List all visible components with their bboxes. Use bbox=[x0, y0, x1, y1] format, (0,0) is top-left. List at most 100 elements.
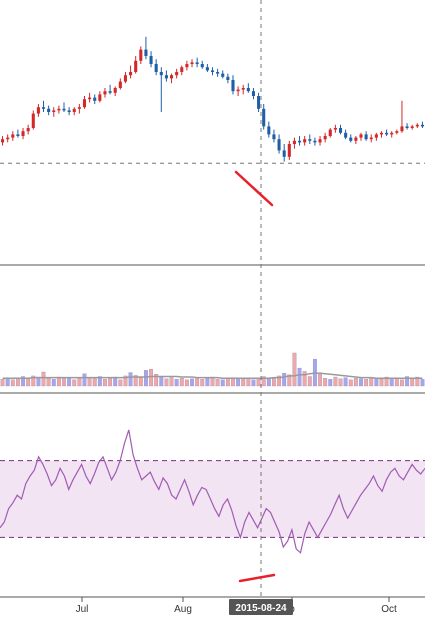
volume-bar bbox=[113, 376, 118, 387]
candle-body bbox=[267, 126, 271, 135]
volume-bar bbox=[292, 352, 297, 387]
volume-bar bbox=[405, 376, 410, 387]
volume-bar bbox=[31, 375, 36, 387]
candle-body bbox=[149, 56, 153, 64]
volume-bar bbox=[15, 378, 20, 387]
candle-body bbox=[410, 126, 414, 128]
volume-bar bbox=[389, 378, 394, 387]
candle-body bbox=[11, 134, 15, 138]
candle-body bbox=[323, 136, 327, 140]
candle-body bbox=[93, 97, 97, 101]
volume-bar bbox=[302, 371, 307, 387]
candle-body bbox=[62, 108, 66, 111]
candle-body bbox=[82, 99, 87, 108]
candle-body bbox=[241, 88, 245, 90]
candle-body bbox=[98, 94, 102, 101]
candle-body bbox=[154, 64, 158, 72]
volume-bar bbox=[343, 377, 348, 387]
annotation-layer bbox=[234, 0, 276, 597]
volume-bar bbox=[220, 379, 225, 387]
candle-body bbox=[123, 75, 127, 82]
volume-bar bbox=[123, 375, 128, 387]
candle-body bbox=[328, 129, 332, 136]
candle-body bbox=[318, 139, 322, 143]
volume-bar bbox=[46, 378, 51, 387]
crosshair-date-label: 2015-08-24 bbox=[235, 603, 287, 614]
volume-bar bbox=[236, 378, 241, 387]
volume-bar bbox=[108, 378, 113, 387]
volume-bar bbox=[328, 379, 333, 387]
candle-body bbox=[57, 108, 61, 111]
rsi-band bbox=[0, 460, 425, 538]
volume-bar bbox=[149, 369, 153, 387]
candle-body bbox=[287, 144, 291, 157]
candle-body bbox=[282, 150, 286, 157]
candle-body bbox=[344, 132, 348, 138]
candle-body bbox=[67, 110, 71, 112]
candle-body bbox=[374, 134, 378, 138]
volume-bar bbox=[92, 378, 97, 387]
volume-bar bbox=[41, 371, 46, 387]
volume-bar bbox=[379, 379, 384, 387]
candle-body bbox=[21, 131, 25, 136]
candle-body bbox=[216, 72, 220, 74]
candle-body bbox=[257, 96, 261, 109]
candle-body bbox=[298, 140, 302, 143]
volume-bar bbox=[384, 376, 389, 387]
candle-body bbox=[359, 134, 363, 138]
candle-body bbox=[26, 128, 30, 132]
rsi-panel bbox=[0, 429, 425, 554]
candle-body bbox=[395, 131, 399, 133]
x-tick-label: Aug bbox=[174, 604, 192, 615]
volume-bar bbox=[143, 370, 148, 387]
candle-body bbox=[221, 73, 225, 77]
candle-body bbox=[338, 128, 343, 133]
candle-body bbox=[200, 64, 204, 68]
candle-body bbox=[195, 62, 199, 64]
candle-body bbox=[185, 64, 189, 68]
x-axis: JulAugpOct2015-08-24 bbox=[76, 597, 397, 615]
volume-bar bbox=[118, 379, 123, 387]
candle-body bbox=[390, 132, 394, 135]
candle-body bbox=[385, 132, 389, 135]
volume-bar bbox=[190, 378, 194, 387]
volume-bar bbox=[26, 378, 31, 387]
volume-bar bbox=[67, 377, 72, 387]
volume-bar bbox=[415, 376, 420, 387]
volume-bar bbox=[359, 378, 363, 387]
volume-bar bbox=[400, 379, 404, 387]
volume-bar bbox=[138, 377, 143, 387]
candle-body bbox=[349, 137, 353, 141]
candle-body bbox=[108, 91, 112, 93]
candle-body bbox=[31, 113, 35, 128]
candle-body bbox=[405, 126, 409, 128]
volume-bar bbox=[133, 375, 138, 387]
volume-bar bbox=[348, 379, 353, 387]
volume-bar bbox=[297, 367, 302, 387]
volume-bar bbox=[364, 379, 369, 387]
volume-bar bbox=[103, 379, 107, 387]
volume-bar bbox=[128, 372, 133, 387]
candle-body bbox=[36, 107, 40, 114]
candle-body bbox=[246, 88, 250, 92]
volume-bar bbox=[277, 375, 282, 387]
volume-bar bbox=[184, 379, 189, 387]
candle-body bbox=[415, 124, 419, 127]
volume-bar bbox=[420, 379, 425, 387]
volume-bar bbox=[97, 376, 102, 387]
volume-bar bbox=[195, 377, 200, 387]
candle-body bbox=[210, 70, 215, 72]
volume-bar bbox=[246, 378, 251, 387]
volume-bar bbox=[36, 376, 41, 387]
candle-body bbox=[164, 75, 168, 79]
price-panel bbox=[0, 36, 425, 164]
candle-body bbox=[103, 91, 107, 95]
divergence-line-rsi bbox=[238, 573, 276, 583]
volume-bar bbox=[56, 376, 61, 387]
volume-panel bbox=[0, 352, 425, 387]
volume-bar bbox=[215, 379, 220, 387]
x-tick-label: Jul bbox=[76, 604, 89, 615]
volume-bar bbox=[210, 376, 215, 387]
candle-body bbox=[77, 107, 81, 109]
